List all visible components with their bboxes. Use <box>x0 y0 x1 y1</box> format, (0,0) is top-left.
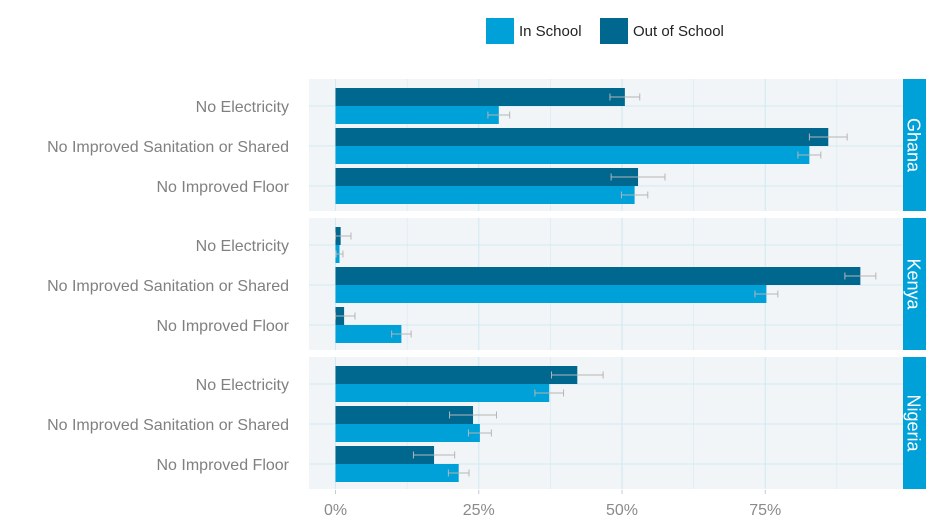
bar-ghana-no-improved-floor-out-of-school <box>335 168 639 186</box>
bar-ghana-no-improved-sanitation-or-shared-out-of-school <box>335 128 829 146</box>
x-tick-label: 50% <box>606 502 638 519</box>
bar-nigeria-no-electricity-out-of-school <box>335 366 578 384</box>
bar-nigeria-no-improved-floor-in-school <box>335 464 459 482</box>
facet-strip-label-nigeria: Nigeria <box>904 394 924 452</box>
facet-strip-label-kenya: Kenya <box>904 258 924 310</box>
facet-strip-nigeria <box>903 357 926 489</box>
panel-ghana: No Electricity No Improved Sanitation or … <box>47 79 926 211</box>
error-bar-kenya-no-electricity-out-of-school <box>335 232 352 240</box>
category-label-no-improved-sanitation-or-shared: No Improved Sanitation or Shared <box>47 278 289 295</box>
panel-kenya: No Electricity No Improved Sanitation or … <box>47 218 926 350</box>
error-bar-ghana-no-improved-floor-in-school <box>620 191 649 199</box>
category-label-no-electricity: No Electricity <box>196 238 289 255</box>
bar-ghana-no-electricity-out-of-school <box>335 88 625 106</box>
error-bar-ghana-no-improved-sanitation-or-shared-in-school <box>797 151 822 159</box>
bar-ghana-no-improved-sanitation-or-shared-in-school <box>335 146 810 164</box>
category-label-no-improved-floor: No Improved Floor <box>157 457 290 474</box>
legend-label-out-of-school: Out of School <box>633 23 724 40</box>
legend-swatch-in-school <box>486 18 514 44</box>
legend-label-in-school: In School <box>519 23 582 40</box>
error-bar-kenya-no-electricity-in-school <box>335 250 344 258</box>
error-bar-ghana-no-electricity-in-school <box>487 111 511 119</box>
error-bar-ghana-no-electricity-out-of-school <box>609 93 641 101</box>
category-label-no-improved-sanitation-or-shared: No Improved Sanitation or Shared <box>47 139 289 156</box>
bar-nigeria-no-improved-sanitation-or-shared-out-of-school <box>335 406 474 424</box>
panel-nigeria: No Electricity No Improved Sanitation or … <box>47 357 926 489</box>
error-bar-nigeria-no-electricity-in-school <box>534 389 565 397</box>
category-label-no-electricity: No Electricity <box>196 99 289 116</box>
facet-panels: No Electricity No Improved Sanitation or … <box>47 79 926 489</box>
facet-strip-label-ghana: Ghana <box>904 118 924 173</box>
error-bar-kenya-no-improved-sanitation-or-shared-out-of-school <box>844 272 877 280</box>
error-bar-kenya-no-improved-sanitation-or-shared-in-school <box>754 290 779 298</box>
facet-strip-ghana <box>903 79 926 211</box>
category-label-no-improved-floor: No Improved Floor <box>157 179 290 196</box>
bar-kenya-no-improved-floor-in-school <box>335 325 402 343</box>
bar-kenya-no-improved-sanitation-or-shared-out-of-school <box>335 267 861 285</box>
error-bar-ghana-no-improved-floor-out-of-school <box>610 173 666 181</box>
error-bar-nigeria-no-improved-floor-in-school <box>447 469 470 477</box>
category-label-no-electricity: No Electricity <box>196 377 289 394</box>
error-bar-nigeria-no-improved-floor-out-of-school <box>412 451 456 459</box>
category-label-no-improved-sanitation-or-shared: No Improved Sanitation or Shared <box>47 417 289 434</box>
error-bar-nigeria-no-improved-sanitation-or-shared-in-school <box>467 429 492 437</box>
facet-strip-kenya <box>903 218 926 350</box>
legend: In School Out of School <box>486 18 724 44</box>
error-bar-kenya-no-improved-floor-in-school <box>391 330 412 338</box>
bar-ghana-no-electricity-in-school <box>335 106 499 124</box>
x-axis: 0% 25% 50% 75% <box>324 490 781 519</box>
bar-kenya-no-improved-sanitation-or-shared-in-school <box>335 285 767 303</box>
x-tick-label: 25% <box>463 502 495 519</box>
bar-nigeria-no-improved-sanitation-or-shared-in-school <box>335 424 480 442</box>
error-bar-kenya-no-improved-floor-out-of-school <box>335 312 356 320</box>
x-tick-label: 0% <box>324 502 347 519</box>
legend-swatch-out-of-school <box>600 18 628 44</box>
bar-nigeria-no-electricity-in-school <box>335 384 550 402</box>
error-bar-nigeria-no-electricity-out-of-school <box>551 371 604 379</box>
category-label-no-improved-floor: No Improved Floor <box>157 318 290 335</box>
error-bar-nigeria-no-improved-sanitation-or-shared-out-of-school <box>449 411 498 419</box>
bar-nigeria-no-improved-floor-out-of-school <box>335 446 435 464</box>
x-tick-label: 75% <box>749 502 781 519</box>
error-bar-ghana-no-improved-sanitation-or-shared-out-of-school <box>808 133 848 141</box>
bar-ghana-no-improved-floor-in-school <box>335 186 635 204</box>
